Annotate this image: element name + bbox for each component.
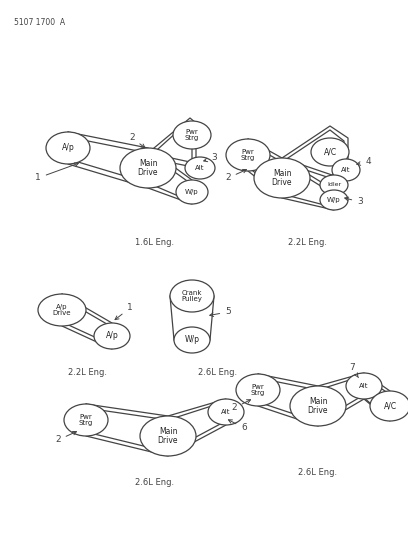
Text: 2: 2: [129, 133, 145, 148]
Text: Crank
Pulley: Crank Pulley: [182, 290, 202, 302]
Text: 1.6L Eng.: 1.6L Eng.: [135, 238, 175, 247]
Text: Idler: Idler: [327, 182, 341, 188]
Ellipse shape: [120, 148, 176, 188]
Text: A/p: A/p: [62, 143, 74, 152]
Ellipse shape: [94, 323, 130, 349]
Ellipse shape: [226, 139, 270, 171]
Text: 4: 4: [357, 157, 371, 166]
Ellipse shape: [46, 132, 90, 164]
Text: 1: 1: [35, 163, 78, 182]
Text: A/p
Drive: A/p Drive: [53, 304, 71, 316]
Text: Pwr
Strg: Pwr Strg: [241, 149, 255, 161]
Text: 2.2L Eng.: 2.2L Eng.: [69, 368, 107, 377]
Text: 5: 5: [210, 308, 231, 317]
Ellipse shape: [311, 138, 349, 166]
Text: 1: 1: [115, 303, 133, 320]
Ellipse shape: [236, 374, 280, 406]
Text: 2: 2: [55, 431, 76, 445]
Text: Alt: Alt: [221, 409, 231, 415]
Text: A/C: A/C: [324, 148, 337, 157]
Ellipse shape: [254, 158, 310, 198]
Text: Alt: Alt: [341, 167, 351, 173]
Ellipse shape: [332, 159, 360, 181]
Text: Alt: Alt: [195, 165, 205, 171]
Text: Main
Drive: Main Drive: [308, 397, 328, 415]
Ellipse shape: [320, 190, 348, 210]
Text: A/C: A/C: [384, 401, 397, 410]
Ellipse shape: [38, 294, 86, 326]
Ellipse shape: [185, 157, 215, 179]
Ellipse shape: [346, 373, 382, 399]
Ellipse shape: [290, 386, 346, 426]
Ellipse shape: [140, 416, 196, 456]
Text: 2.6L Eng.: 2.6L Eng.: [198, 368, 237, 377]
Ellipse shape: [370, 391, 408, 421]
Ellipse shape: [173, 121, 211, 149]
Ellipse shape: [208, 399, 244, 425]
Text: 2.6L Eng.: 2.6L Eng.: [135, 478, 175, 487]
Text: 3: 3: [345, 197, 363, 206]
Text: W/p: W/p: [327, 197, 341, 203]
Text: Main
Drive: Main Drive: [272, 168, 292, 188]
Text: 6: 6: [228, 420, 247, 432]
Ellipse shape: [176, 180, 208, 204]
Text: 2: 2: [225, 169, 246, 182]
Text: 7: 7: [349, 364, 358, 377]
Text: 5107 1700  A: 5107 1700 A: [14, 18, 65, 27]
Text: 2: 2: [231, 400, 251, 413]
Ellipse shape: [320, 175, 348, 195]
Text: W/p: W/p: [184, 335, 200, 344]
Text: Pwr
Strg: Pwr Strg: [79, 414, 93, 426]
Text: Pwr
Strg: Pwr Strg: [251, 384, 265, 396]
Text: Alt: Alt: [359, 383, 369, 389]
Text: Main
Drive: Main Drive: [138, 159, 158, 177]
Text: Pwr
Strg: Pwr Strg: [185, 129, 199, 141]
Ellipse shape: [170, 280, 214, 312]
Text: W/p: W/p: [185, 189, 199, 195]
Ellipse shape: [64, 404, 108, 436]
Text: 2.2L Eng.: 2.2L Eng.: [288, 238, 328, 247]
Text: A/p: A/p: [106, 332, 118, 341]
Text: 3: 3: [204, 154, 217, 163]
Ellipse shape: [174, 327, 210, 353]
Text: 2.6L Eng.: 2.6L Eng.: [298, 468, 337, 477]
Text: Main
Drive: Main Drive: [158, 426, 178, 446]
